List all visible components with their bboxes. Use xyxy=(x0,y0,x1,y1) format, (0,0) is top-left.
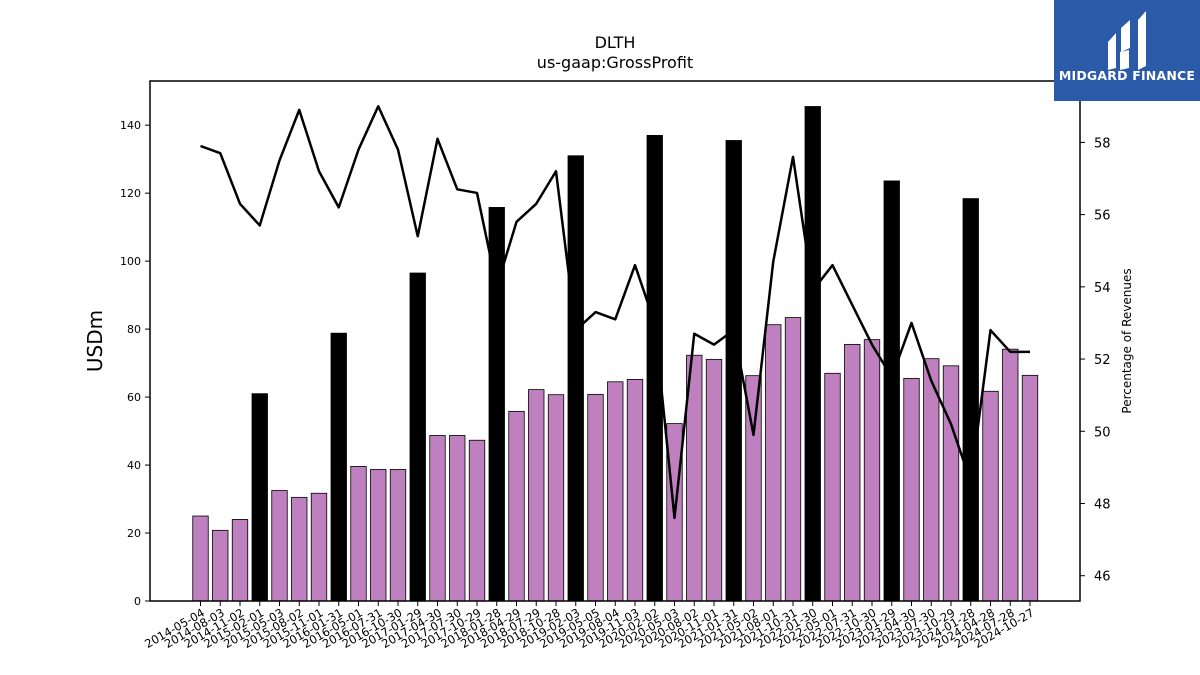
bar-2023-10-29 xyxy=(942,365,960,602)
y-tick-label: 0 xyxy=(134,595,141,608)
bar-2019-05-05 xyxy=(587,393,604,602)
bar-2014-08-03 xyxy=(212,529,229,602)
chart-title: DLTH xyxy=(595,33,636,52)
bar-2017-04-30 xyxy=(429,435,446,602)
bar-2015-11-01 xyxy=(310,492,328,602)
bar-2021-10-31 xyxy=(784,317,802,602)
y-tick-label: 80 xyxy=(127,323,141,336)
bar-2015-05-03 xyxy=(271,490,288,602)
bar-2017-07-30 xyxy=(449,435,466,602)
bar-2018-10-28 xyxy=(547,394,565,602)
bar-2024-10-27 xyxy=(1021,374,1039,602)
percentage-line xyxy=(200,105,1030,520)
y-tick-label: 100 xyxy=(120,255,141,268)
y2-tick-label: 48 xyxy=(1094,498,1111,513)
bar-2024-07-28 xyxy=(1002,348,1019,602)
bar-2021-08-01 xyxy=(765,324,782,602)
bar-2022-07-31 xyxy=(844,343,861,602)
bar-2017-10-29 xyxy=(468,439,486,602)
bar-2022-10-30 xyxy=(863,339,881,602)
brand-logo: MIDGARD FINANCE xyxy=(1054,0,1200,101)
y2-tick-label: 50 xyxy=(1094,425,1111,440)
bar-2016-01-31 xyxy=(330,332,347,602)
y2-tick-label: 58 xyxy=(1094,136,1111,151)
bar-2016-07-31 xyxy=(370,469,387,602)
bar-2014-11-02 xyxy=(231,519,249,602)
y2-tick-label: 52 xyxy=(1094,353,1111,368)
bar-2024-01-28 xyxy=(962,198,979,602)
bar-2014-05-04 xyxy=(192,515,209,602)
bar-2016-10-30 xyxy=(389,469,407,602)
y-tick-label: 60 xyxy=(127,391,141,404)
bar-2022-05-01 xyxy=(824,372,841,602)
y2-tick-label: 54 xyxy=(1094,281,1111,296)
y2-tick-label: 46 xyxy=(1094,570,1111,585)
bar-2019-02-03 xyxy=(567,155,584,602)
bar-2020-11-01 xyxy=(705,358,723,602)
right-axis: 46 48 50 52 54 56 58 xyxy=(1080,136,1111,585)
bar-2024-04-28 xyxy=(982,390,999,602)
y2-tick-label: 56 xyxy=(1094,209,1111,224)
bar-2018-04-29 xyxy=(508,410,525,602)
bar-2022-01-30 xyxy=(804,106,821,602)
left-axis: 0 20 40 60 80 100 120 140 xyxy=(120,119,150,608)
bar-2015-02-01 xyxy=(251,393,268,602)
chart-subtitle: us-gaap:GrossProfit xyxy=(537,53,693,72)
bars-group xyxy=(192,106,1039,602)
bar-2023-01-29 xyxy=(883,180,900,602)
brand-name: MIDGARD FINANCE xyxy=(1058,68,1196,83)
y-tick-label: 140 xyxy=(120,119,141,132)
y-tick-label: 120 xyxy=(120,187,141,200)
bar-2019-08-04 xyxy=(607,381,624,602)
bar-2019-11-03 xyxy=(626,379,644,602)
bar-2016-05-01 xyxy=(350,466,367,602)
bar-2023-04-30 xyxy=(903,377,920,602)
bar-2018-07-29 xyxy=(528,389,545,602)
bar-2015-08-02 xyxy=(291,496,308,602)
bar-2021-01-31 xyxy=(725,140,742,602)
y-tick-label: 40 xyxy=(127,459,141,472)
x-axis: 2014-05-042014-08-032014-11-022015-02-01… xyxy=(142,601,1037,651)
line-group xyxy=(200,105,1030,520)
bar-2017-01-29 xyxy=(409,272,426,602)
y-tick-label: 20 xyxy=(127,527,141,540)
y-axis-label: USDm xyxy=(83,310,107,372)
brand-mark-icon xyxy=(1108,11,1146,70)
y2-axis-label: Percentage of Revenues xyxy=(1120,268,1134,413)
